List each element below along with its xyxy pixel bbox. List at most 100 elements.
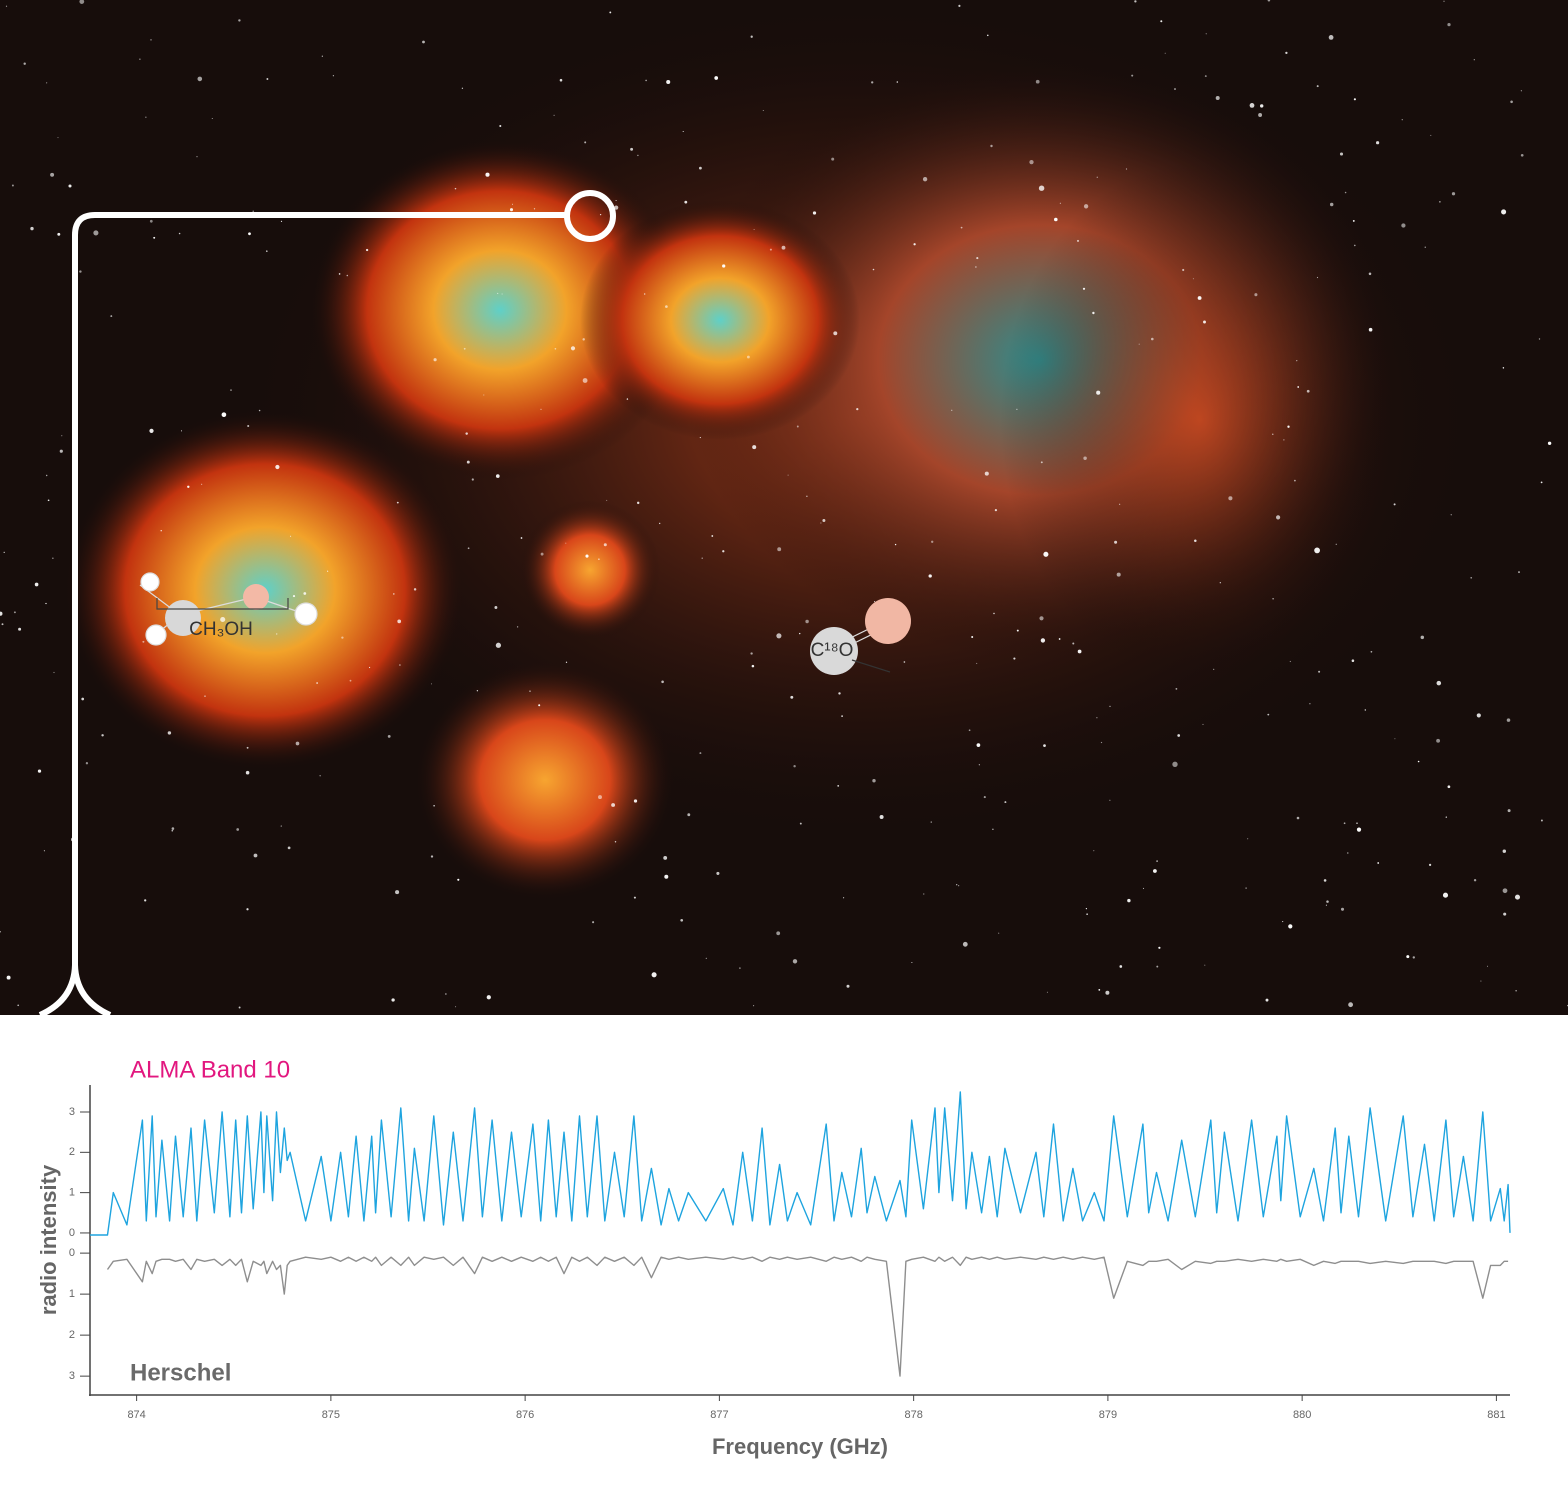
x-tick-label: 879 bbox=[1099, 1409, 1117, 1421]
star bbox=[476, 690, 479, 692]
star bbox=[1316, 276, 1319, 279]
star bbox=[1294, 479, 1296, 482]
star bbox=[1451, 192, 1456, 196]
star bbox=[762, 109, 764, 112]
star bbox=[37, 769, 42, 773]
star bbox=[1072, 642, 1075, 645]
star bbox=[1035, 79, 1040, 84]
star bbox=[565, 542, 567, 544]
star bbox=[1306, 389, 1310, 393]
star bbox=[559, 78, 563, 82]
star bbox=[1328, 35, 1334, 40]
star bbox=[930, 821, 932, 823]
star bbox=[699, 437, 701, 439]
star bbox=[931, 540, 934, 543]
pointer bbox=[38, 190, 616, 1018]
star bbox=[1016, 408, 1018, 410]
star bbox=[466, 460, 470, 464]
star bbox=[160, 530, 162, 532]
star bbox=[1082, 287, 1086, 290]
star bbox=[992, 828, 994, 831]
star bbox=[598, 558, 600, 560]
atom bbox=[145, 624, 167, 646]
star bbox=[831, 157, 835, 161]
star bbox=[987, 34, 989, 37]
star bbox=[499, 124, 502, 128]
leader bbox=[851, 659, 891, 673]
star bbox=[369, 666, 371, 669]
star bbox=[833, 331, 838, 336]
star bbox=[292, 595, 296, 598]
star bbox=[483, 394, 485, 396]
star bbox=[34, 582, 39, 587]
star bbox=[5, 5, 8, 7]
star bbox=[1314, 547, 1320, 554]
star bbox=[494, 606, 498, 609]
star bbox=[230, 389, 232, 391]
star bbox=[413, 588, 417, 591]
star bbox=[246, 746, 249, 749]
star bbox=[486, 995, 491, 1000]
star bbox=[645, 79, 647, 82]
star bbox=[1267, 713, 1270, 716]
star bbox=[319, 775, 321, 777]
star bbox=[971, 635, 974, 639]
star bbox=[1476, 713, 1481, 718]
star bbox=[1142, 887, 1145, 889]
star bbox=[1265, 998, 1269, 1002]
y-tick-label: 0 bbox=[69, 1227, 75, 1239]
star bbox=[606, 499, 608, 501]
star bbox=[238, 19, 241, 22]
star bbox=[659, 522, 661, 525]
star bbox=[960, 226, 963, 229]
star bbox=[1401, 223, 1406, 228]
star bbox=[1153, 869, 1157, 873]
star bbox=[799, 632, 801, 635]
star bbox=[246, 908, 249, 911]
star bbox=[93, 230, 99, 236]
star bbox=[983, 796, 986, 799]
star bbox=[781, 245, 786, 250]
star bbox=[1450, 514, 1452, 516]
star bbox=[633, 799, 638, 803]
star bbox=[1540, 481, 1543, 484]
star bbox=[1287, 425, 1290, 428]
star bbox=[79, 0, 85, 4]
star bbox=[346, 274, 349, 277]
star bbox=[509, 208, 514, 212]
star bbox=[1192, 278, 1194, 280]
star bbox=[220, 616, 226, 623]
x-tick-label: 881 bbox=[1487, 1409, 1505, 1421]
star bbox=[57, 232, 61, 236]
atom bbox=[140, 572, 160, 592]
atom bbox=[243, 584, 269, 610]
star bbox=[1172, 761, 1178, 767]
star bbox=[167, 731, 172, 735]
y-tick-label: 2 bbox=[69, 1146, 75, 1158]
star bbox=[463, 347, 466, 350]
star bbox=[396, 501, 399, 504]
spectrum-line bbox=[90, 1091, 1511, 1236]
star bbox=[338, 273, 341, 275]
y-tick-label: 3 bbox=[69, 1106, 75, 1118]
star bbox=[614, 841, 617, 843]
star bbox=[433, 804, 435, 807]
star bbox=[101, 734, 104, 737]
star bbox=[806, 495, 808, 497]
star bbox=[1344, 191, 1347, 194]
star bbox=[684, 200, 688, 204]
star bbox=[838, 692, 841, 695]
star bbox=[1473, 59, 1475, 61]
star bbox=[746, 355, 750, 359]
star bbox=[1515, 990, 1517, 992]
star bbox=[664, 874, 669, 879]
star bbox=[750, 652, 753, 655]
star bbox=[1039, 616, 1044, 621]
star bbox=[1083, 204, 1089, 209]
star bbox=[976, 662, 978, 664]
star bbox=[150, 39, 152, 41]
star bbox=[341, 636, 344, 639]
star bbox=[871, 81, 874, 84]
star bbox=[841, 715, 843, 717]
star bbox=[1348, 1002, 1353, 1008]
